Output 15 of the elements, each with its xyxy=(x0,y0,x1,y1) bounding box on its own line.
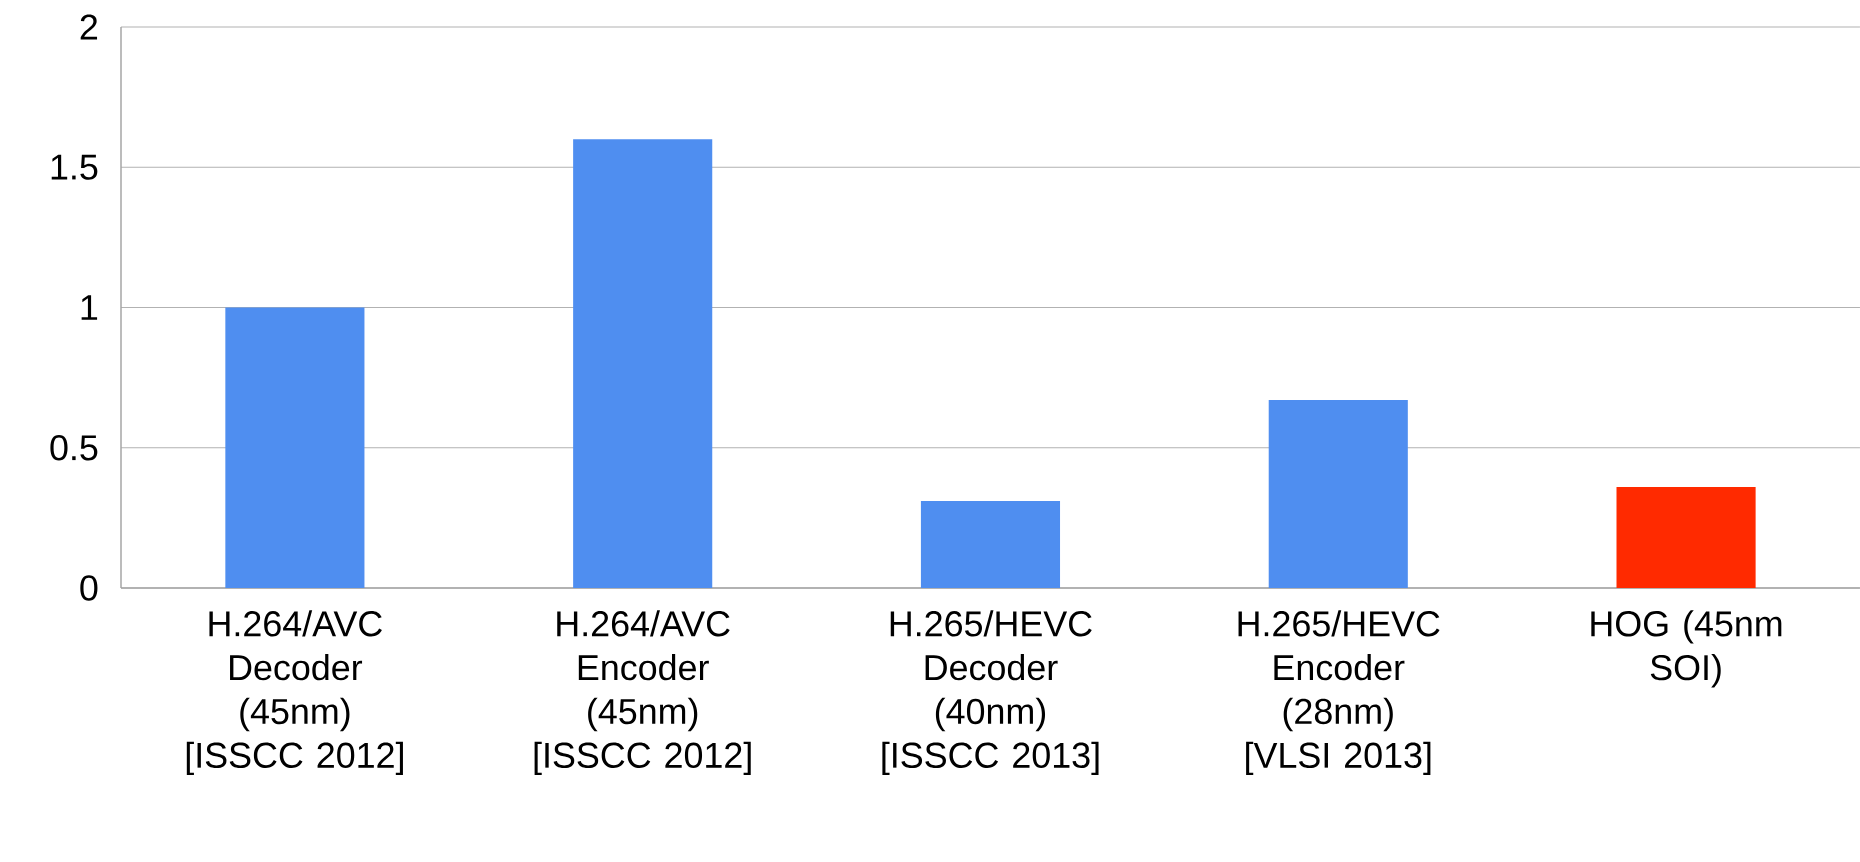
y-tick-label: 2 xyxy=(80,14,98,40)
bar xyxy=(1616,487,1756,588)
y-tick-label: 0 xyxy=(80,575,98,601)
y-tick-label: 1.5 xyxy=(51,154,98,180)
x-tick-label: HOG (45nm SOI) xyxy=(1591,610,1782,688)
x-tick-label: H.264/AVC Encoder (45nm) [ISSCC 2012] xyxy=(534,610,751,776)
x-tick-label: H.264/AVC Decoder (45nm) [ISSCC 2012] xyxy=(186,610,403,776)
bar xyxy=(1268,400,1408,588)
bar xyxy=(920,501,1061,588)
y-tick-label: 1 xyxy=(81,295,98,320)
bar xyxy=(225,307,365,588)
y-tick-label: 0.5 xyxy=(50,435,98,461)
x-tick-label: H.265/HEVC Decoder (40nm) [ISSCC 2013] xyxy=(882,610,1099,776)
bar xyxy=(573,139,713,588)
x-tick-label: H.265/HEVC Encoder (28nm) [VLSI 2013] xyxy=(1238,610,1440,776)
